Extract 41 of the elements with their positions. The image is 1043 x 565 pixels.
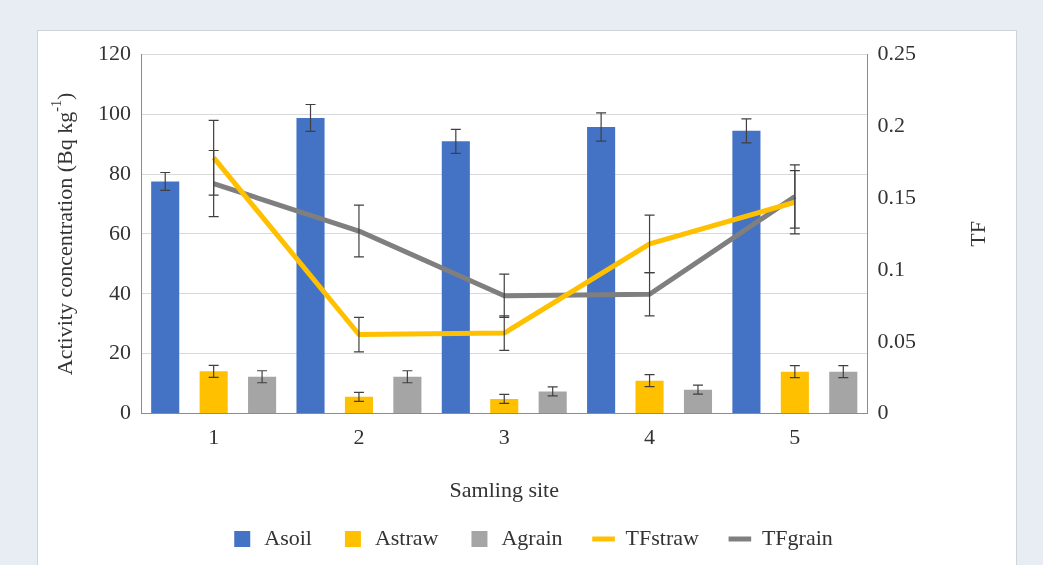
y-tick-label: 80: [109, 159, 131, 185]
x-tick-label: 4: [644, 423, 656, 449]
y-tick-label: 40: [109, 279, 131, 305]
bar: [199, 371, 228, 414]
y2-tick-label: 0.15: [877, 183, 916, 209]
bar: [248, 376, 277, 414]
y-tick-label: 120: [98, 39, 131, 65]
bar: [732, 130, 761, 414]
legend-label: TFstraw: [625, 524, 699, 550]
y-tick-label: 20: [109, 339, 131, 365]
y2-tick-label: 0.05: [877, 327, 916, 353]
y-tick-label: 0: [120, 399, 131, 425]
legend-label: TFgrain: [761, 524, 833, 550]
x-tick-label: 3: [498, 423, 510, 449]
bar: [151, 181, 180, 414]
bar: [490, 398, 519, 414]
y-tick-label: 60: [109, 219, 131, 245]
y-axis-title: Activity concentration (Bq kg-1): [47, 92, 77, 376]
legend-label: Agrain: [501, 524, 563, 550]
legend-label: Astraw: [374, 524, 439, 550]
y2-tick-label: 0.1: [877, 255, 905, 281]
x-tick-label: 5: [789, 423, 801, 449]
bar: [780, 371, 809, 414]
y2-axis-title: TF: [965, 221, 991, 247]
y2-tick-label: 0.25: [877, 39, 916, 65]
bar: [587, 126, 616, 414]
bar: [296, 117, 325, 414]
bar: [393, 376, 422, 414]
bar: [683, 389, 713, 414]
y2-tick-label: 0.2: [877, 111, 905, 137]
y-tick-label: 100: [98, 99, 131, 125]
bar: [441, 141, 470, 414]
bar: [344, 396, 373, 414]
bar: [538, 391, 567, 414]
bar: [829, 371, 858, 414]
bar: [635, 380, 664, 414]
x-tick-label: 2: [353, 423, 365, 449]
x-axis-title: Samling site: [449, 477, 559, 503]
x-tick-label: 1: [208, 423, 220, 449]
y2-tick-label: 0: [877, 399, 889, 425]
legend-label: Asoil: [264, 524, 312, 550]
